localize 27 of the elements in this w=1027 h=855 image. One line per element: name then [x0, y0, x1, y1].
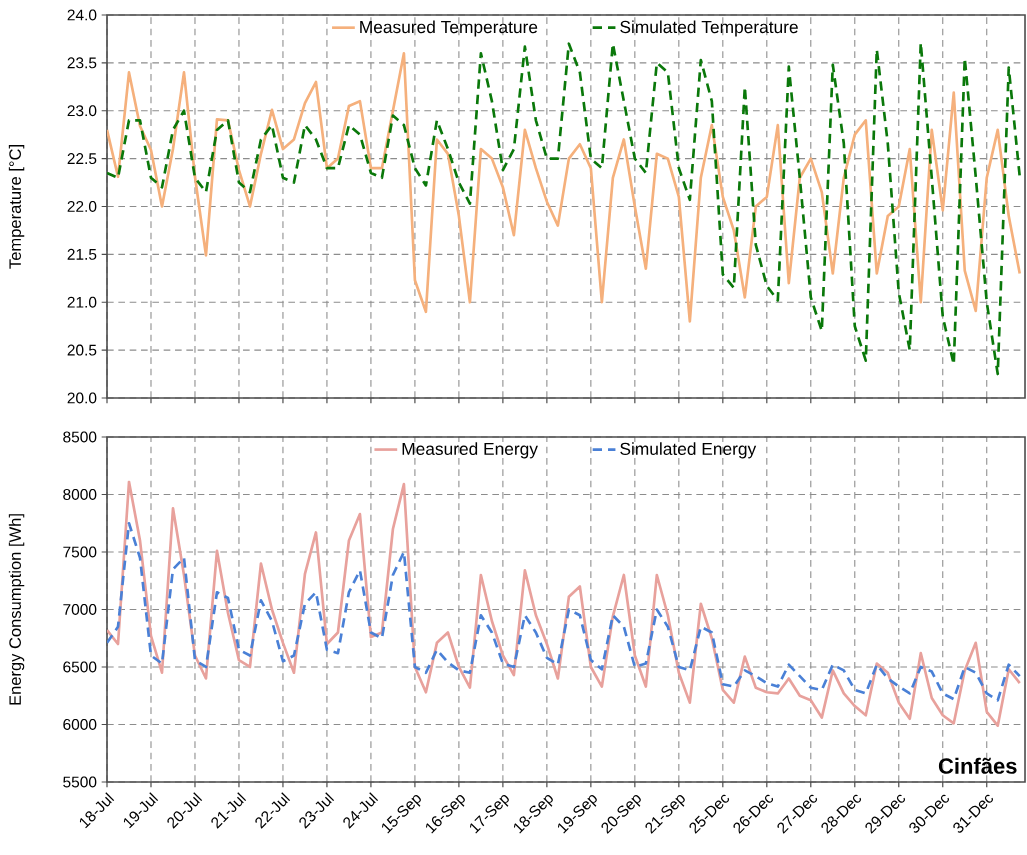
legend-label: Simulated Energy	[620, 442, 757, 459]
line-series	[107, 521, 1022, 702]
line-series	[107, 480, 1022, 727]
y-tick-label: 23.5	[67, 57, 97, 69]
annotation: Cinfães	[938, 757, 1017, 774]
legend-label: Measured Temperature	[360, 20, 538, 37]
y-tick-label: 6000	[63, 719, 97, 730]
legend-label: Simulated Temperature	[620, 20, 798, 37]
y-tick-label: 7000	[63, 604, 97, 615]
y-tick-label: 23.0	[67, 105, 97, 117]
y-tick-label: 21.0	[67, 296, 97, 308]
y-tick-label: 22.0	[67, 201, 97, 212]
y-axis-title: Energy Consumption [Wh]	[8, 514, 25, 705]
y-tick-label: 20.0	[67, 392, 97, 404]
y-tick-label: 22.5	[67, 153, 97, 165]
line-series	[107, 41, 1022, 376]
legend-label: Measured Energy	[402, 442, 538, 459]
line-series	[107, 51, 1022, 323]
y-axis-title: Temperature [°C]	[8, 145, 25, 269]
y-tick-label: 20.5	[67, 344, 97, 356]
y-tick-label: 5500	[63, 776, 97, 788]
y-tick-label: 7500	[63, 546, 97, 558]
y-tick-label: 6500	[63, 661, 97, 673]
y-tick-label: 8500	[63, 431, 97, 443]
y-tick-label: 21.5	[67, 248, 97, 260]
y-tick-label: 24.0	[67, 9, 97, 21]
y-tick-label: 8000	[63, 489, 97, 500]
